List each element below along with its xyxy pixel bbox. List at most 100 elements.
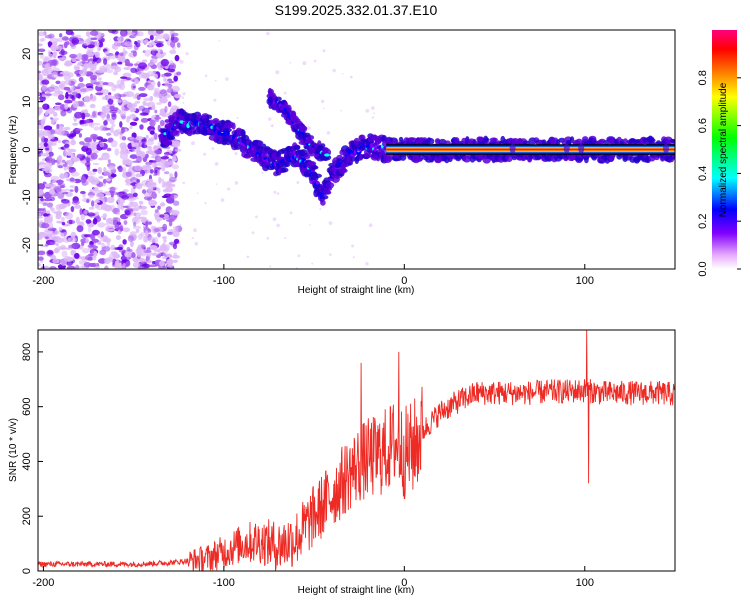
constant-band-blob — [663, 143, 669, 154]
spectrogram-noise-cell — [166, 87, 174, 94]
spectrogram-noise-cell — [136, 146, 141, 153]
spectrogram-noise-cell — [88, 122, 93, 127]
spectrogram-noise-cell — [63, 126, 71, 131]
snr-x-tick-label: 0 — [401, 577, 407, 589]
spectrogram-noise-cell — [171, 140, 181, 148]
spectrogram-noise-cell — [251, 231, 255, 235]
spectrogram-noise-cell — [83, 40, 90, 46]
spectrogram-noise-cell — [179, 59, 184, 64]
spectrogram-noise-cell — [93, 150, 99, 154]
spectrogram-noise-cell — [155, 102, 162, 105]
spectrogram-noise-cell — [139, 112, 149, 117]
spectrogram-noise-cell — [134, 79, 140, 85]
spectrogram-noise-cell — [145, 220, 149, 228]
spectrogram-noise-cell — [160, 58, 170, 67]
spectrogram-noise-cell — [168, 176, 177, 183]
spectrogram-noise-cell — [65, 72, 69, 77]
spectrogram-noise-cell — [92, 218, 98, 225]
spectrogram-noise-cell — [332, 68, 336, 73]
spectrogram-noise-cell — [163, 239, 167, 243]
spectrogram-noise-cell — [111, 123, 116, 128]
spectrogram-noise-cell — [182, 181, 185, 185]
spectrogram-noise-cell — [92, 162, 100, 166]
snr-y-tick-label: 400 — [21, 452, 33, 470]
spectrogram-trace-cell — [310, 165, 319, 170]
spectrogram-noise-cell — [51, 71, 59, 79]
spectrogram-noise-cell — [153, 92, 163, 98]
spectrogram-noise-cell — [44, 111, 49, 116]
spectrogram-noise-cell — [125, 261, 131, 267]
spectrogram-noise-cell — [272, 217, 277, 221]
spectrogram-noise-cell — [143, 249, 152, 253]
spectrogram-noise-cell — [105, 217, 114, 224]
spectrogram-trace-cell — [574, 157, 584, 162]
spectrogram-noise-cell — [42, 115, 47, 122]
snr-y-tick-label: 200 — [21, 507, 33, 525]
spectrogram-noise-cell — [169, 150, 173, 154]
spectrogram-noise-cell — [46, 210, 50, 215]
spectrogram-noise-cell — [80, 213, 86, 221]
spectrogram-noise-cell — [75, 93, 82, 99]
spectrogram-trace-cell — [307, 135, 315, 140]
spectrogram-noise-cell — [81, 241, 85, 246]
spectrogram-noise-cell — [55, 80, 61, 85]
spectrogram-noise-cell — [74, 204, 81, 209]
spectrogram-noise-cell — [191, 141, 195, 146]
snr-x-label: Height of straight line (km) — [298, 585, 415, 596]
spectrogram-noise-cell — [60, 104, 66, 111]
spectrogram-noise-cell — [135, 229, 140, 233]
spectrogram-noise-cell — [193, 228, 197, 233]
spectrogram-noise-cell — [106, 177, 111, 182]
spectrogram-noise-cell — [351, 244, 355, 248]
snr-y-tick-label: 600 — [21, 398, 33, 416]
spectrogram-noise-cell — [42, 103, 50, 110]
spectrogram-noise-cell — [100, 138, 108, 143]
spectrogram-noise-cell — [309, 224, 311, 226]
spectrogram-noise-cell — [57, 179, 63, 186]
spectrogram-noise-cell — [90, 37, 98, 41]
spectrogram-noise-cell — [322, 49, 326, 53]
spectrogram-noise-cell — [141, 59, 148, 63]
spectrogram-noise-cell — [93, 126, 100, 131]
spectrogram-noise-cell — [72, 91, 78, 95]
spectrogram-noise-cell — [72, 100, 79, 109]
spectrogram-x-tick-label: -100 — [213, 275, 235, 287]
spectrogram-noise-cell — [371, 116, 375, 119]
spectrogram-noise-cell — [38, 208, 45, 212]
spectrogram-noise-cell — [135, 136, 144, 141]
spectrogram-noise-cell — [157, 232, 161, 238]
spectrogram-noise-cell — [128, 114, 137, 120]
spectrogram-noise-cell — [133, 221, 137, 227]
spectrogram-noise-cell — [70, 31, 75, 36]
spectrogram-noise-cell — [155, 30, 164, 34]
spectrogram-noise-cell — [106, 196, 115, 204]
spectrogram-noise-cell — [100, 231, 105, 238]
spectrogram-trace-cell — [325, 182, 335, 189]
spectrogram-noise-cell — [157, 169, 161, 177]
spectrogram-noise-cell — [101, 152, 110, 161]
spectrogram-noise-cell — [63, 256, 72, 262]
spectrogram-y-tick-label: 0 — [21, 146, 33, 152]
spectrogram-noise-cell — [169, 173, 174, 178]
spectrogram-noise-cell — [148, 42, 153, 47]
spectrogram-noise-cell — [85, 31, 91, 37]
spectrogram-noise-cell — [70, 206, 75, 213]
spectrogram-noise-cell — [64, 172, 68, 179]
spectrogram-noise-cell — [114, 224, 120, 230]
spectrogram-noise-cell — [67, 72, 74, 78]
spectrogram-x-tick-label: -200 — [32, 275, 54, 287]
spectrogram-noise-cell — [72, 157, 81, 162]
spectrogram-noise-cell — [50, 117, 54, 120]
spectrogram-noise-cell — [69, 53, 77, 59]
spectrogram-noise-cell — [48, 266, 57, 269]
spectrogram-noise-cell — [110, 140, 118, 148]
spectrogram-noise-cell — [40, 123, 45, 130]
spectrogram-noise-cell — [86, 212, 96, 217]
spectrogram-noise-cell — [103, 120, 108, 126]
spectrogram-noise-cell — [129, 231, 137, 236]
spectrogram-noise-cell — [68, 219, 73, 225]
spectrogram-noise-cell — [131, 83, 136, 91]
spectrogram-noise-cell — [122, 166, 127, 173]
spectrogram-noise-cell — [86, 44, 95, 49]
spectrogram-trace-cell — [280, 167, 289, 173]
